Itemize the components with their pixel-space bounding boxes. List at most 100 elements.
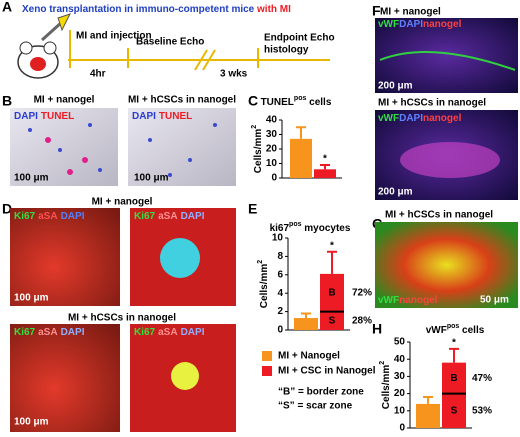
panel-label: A	[2, 0, 12, 15]
scale-label: 100 μm	[14, 173, 49, 184]
bar	[290, 138, 312, 178]
segment-name: B	[450, 373, 457, 384]
error-bar	[320, 163, 330, 170]
bar-segment	[320, 273, 344, 312]
title-part: cells	[459, 325, 484, 336]
note: “B” = border zone	[278, 387, 364, 398]
stain: Ki67	[14, 327, 36, 338]
micrograph	[10, 208, 120, 306]
y-tick-label: 50	[394, 337, 406, 348]
y-tick-label: 10	[394, 405, 406, 416]
step-label: histology	[264, 45, 309, 56]
interval-label: 4hr	[90, 69, 106, 80]
legend-label: MI + Nanogel	[278, 351, 340, 362]
stain: aSA	[158, 327, 177, 338]
stain: Ki67	[14, 211, 36, 222]
y-tick-label: 30	[394, 371, 406, 382]
step-label: Endpoint Echo	[264, 33, 335, 44]
title-part: cells	[306, 97, 331, 108]
panel-label: D	[2, 201, 12, 217]
y-tick-label: 30	[266, 129, 278, 140]
title-part: pos	[447, 323, 460, 330]
ki67-nucleus	[160, 238, 200, 278]
stain: DAPI	[181, 211, 205, 222]
ylabel-part: 2	[257, 260, 264, 264]
scale-label: 100 μm	[14, 293, 49, 304]
scale-label: 200 μm	[378, 187, 413, 198]
chart-title: vWFpos cells	[426, 323, 485, 335]
stain: TUNEL	[159, 111, 192, 122]
y-axis-label: Cells/mm2	[379, 361, 391, 409]
micrograph	[128, 108, 236, 186]
y-tick-label: 2	[277, 306, 283, 317]
stain: vWF	[378, 19, 399, 30]
ylabel-part: 2	[251, 125, 258, 129]
segment-name: B	[328, 287, 335, 298]
y-tick-label: 20	[266, 144, 278, 155]
segment-label: 53%	[472, 405, 492, 416]
stain-labels: Ki67 aSA DAPI Ki67 aSA DAPI Ki67 aSA DAPI Ki67…	[14, 211, 205, 338]
stain: DAPI	[181, 327, 205, 338]
error-bar	[423, 396, 433, 404]
group-label: MI + hCSCs in nanogel	[378, 98, 486, 109]
significance: *	[330, 240, 334, 251]
group-label: MI + hCSCs in nanogel	[385, 210, 493, 221]
y-tick-label: 0	[399, 423, 405, 434]
step-label: MI and injection	[76, 31, 152, 42]
bar	[314, 169, 336, 178]
y-tick-label: 0	[277, 325, 283, 336]
stain-label: vWFnanogel	[378, 295, 438, 306]
stain: nanogel	[423, 113, 462, 124]
ki67-nucleus	[171, 362, 199, 390]
ylabel-part: Cells/mm	[381, 365, 392, 410]
stain: vWF	[378, 295, 399, 306]
title-part: pos	[289, 221, 302, 228]
stain: Ki67	[134, 327, 156, 338]
segment-name: S	[451, 405, 458, 416]
stain: aSA	[38, 211, 57, 222]
micrograph	[10, 108, 118, 186]
title-text: Xeno transplantation in immuno-competent…	[22, 4, 257, 15]
chart-title: ki67pos myocytes	[270, 221, 351, 233]
vessel	[379, 51, 516, 71]
legend-swatch	[262, 351, 272, 361]
nuclei	[28, 123, 217, 177]
significance: *	[452, 338, 456, 349]
error-bar	[296, 126, 306, 139]
ylabel-part: Cells/mm	[253, 129, 264, 174]
micrograph	[375, 18, 518, 93]
stain-label: vWFDAPInanogel	[378, 19, 462, 30]
scale-label: 100 μm	[14, 417, 49, 428]
bar-segment	[442, 362, 466, 394]
y-tick-label: 40	[394, 354, 406, 365]
note: “S” = scar zone	[278, 401, 353, 412]
group-label: MI + nanogel	[92, 197, 153, 208]
stain: TUNEL	[41, 111, 74, 122]
stain-label: DAPI TUNEL	[132, 111, 192, 122]
title-highlight: with MI	[256, 4, 291, 15]
y-tick-label: 6	[277, 269, 283, 280]
break-mark	[194, 49, 208, 71]
panel-label: E	[248, 201, 257, 217]
bar-segment	[416, 403, 440, 428]
panel-label: C	[248, 93, 258, 109]
mouse-icon	[17, 13, 71, 79]
stain: nanogel	[399, 295, 438, 306]
stain: aSA	[158, 211, 177, 222]
nanogel-region	[400, 142, 500, 178]
y-tick-label: 8	[277, 251, 283, 262]
stain: DAPI	[399, 113, 423, 124]
bar-segment	[320, 311, 344, 330]
legend-swatch	[262, 366, 272, 376]
y-tick-label: 10	[272, 233, 284, 244]
segment-name: S	[329, 315, 336, 326]
bar-segment	[442, 393, 466, 428]
title-part: pos	[294, 95, 307, 102]
group-label: MI + hCSCs in nanogel	[128, 95, 236, 106]
title-part: TUNEL	[261, 97, 294, 108]
panel-label: F	[372, 3, 381, 19]
